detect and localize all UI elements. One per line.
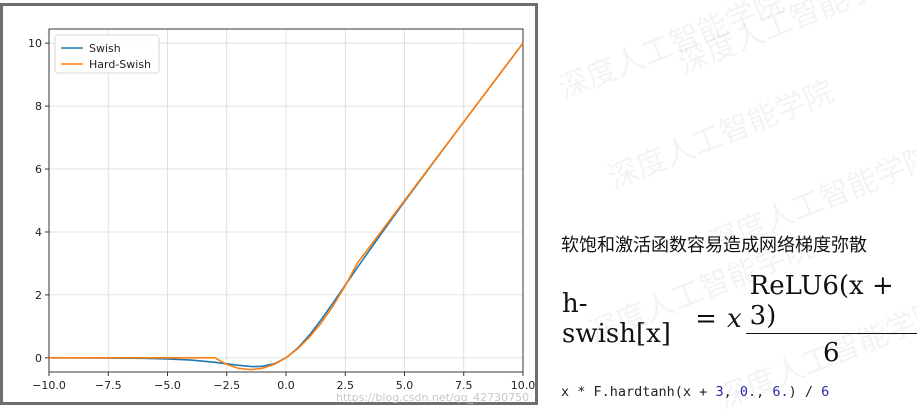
watermark-text: 深度人工智能学院 <box>560 0 790 107</box>
y-tick-label: 8 <box>35 100 42 113</box>
code-part: x * F.hardtanh(x + <box>561 384 716 400</box>
code-number: 6 <box>821 384 830 400</box>
y-tick-label: 6 <box>35 163 42 176</box>
formula-numerator: ReLU6(x + 3) <box>745 271 917 334</box>
series-line-hard-swish <box>49 42 524 371</box>
caption-text: 软饱和激活函数容易造成网络梯度弥散 <box>561 235 867 256</box>
chart-panel: −10.0 −7.5 −5.0 −2.5 0.0 2.5 5.0 7.5 10.0 0 2 4 6 8 10… <box>0 3 538 405</box>
legend-label: Hard-Swish <box>89 58 151 71</box>
x-tick-label: 2.5 <box>337 379 355 392</box>
y-tick-label: 0 <box>35 352 42 365</box>
code-number: 3 <box>715 384 724 400</box>
formula-lhs: h-swish[x] <box>562 289 671 349</box>
formula-x: x <box>726 304 742 334</box>
watermark-text: 深度人工智能学院 <box>600 67 839 198</box>
formula-denominator: 6 <box>823 337 840 368</box>
x-tick-label: −10.0 <box>32 379 66 392</box>
code-line: x * F.hardtanh(x + 3, 0., 6.) / 6 <box>561 384 829 400</box>
watermark-text: 深度人工智能学院 <box>670 0 909 82</box>
code-part: , <box>756 384 773 400</box>
hswish-formula: h-swish[x] = x ReLU6(x + 3) 6 <box>562 271 917 368</box>
y-tick-label: 2 <box>35 289 42 302</box>
code-number: 0. <box>739 384 757 400</box>
x-tick-label: 7.5 <box>455 379 473 392</box>
line-chart: −10.0 −7.5 −5.0 −2.5 0.0 2.5 5.0 7.5 10.0 0 2 4 6 8 10… <box>28 28 535 392</box>
x-tick-label: 0.0 <box>277 379 295 392</box>
watermark-url: https://blog.csdn.net/qq_42730750 <box>336 391 530 404</box>
formula-fraction: ReLU6(x + 3) 6 <box>745 271 917 368</box>
code-part: ) / <box>788 384 822 400</box>
y-tick-label: 4 <box>35 226 42 239</box>
legend-label: Swish <box>89 42 121 55</box>
x-tick-label: −5.0 <box>154 379 181 392</box>
code-number: 6. <box>772 384 789 400</box>
y-tick-label: 10 <box>28 37 42 50</box>
x-tick-label: −7.5 <box>95 379 122 392</box>
x-tick-label: 5.0 <box>396 379 414 392</box>
code-part: , <box>723 384 740 400</box>
x-tick-label: 10.0 <box>511 379 535 392</box>
x-tick-label: −2.5 <box>213 379 240 392</box>
formula-equals: = <box>695 304 717 334</box>
